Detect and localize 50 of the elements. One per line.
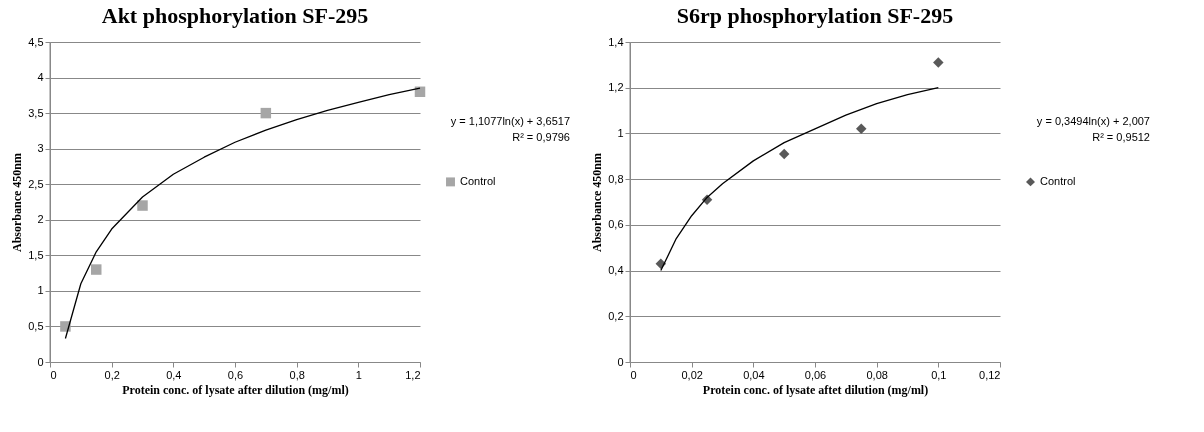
x-axis-title: Protein conc. of lysate aftet dilution (mg/ml) bbox=[702, 382, 929, 397]
y-tick-label: 2,5 bbox=[28, 177, 44, 190]
y-axis-title: Absorbance 450nm bbox=[590, 152, 605, 253]
x-tick-label: 0,8 bbox=[289, 368, 305, 381]
y-tick-label: 0,4 bbox=[608, 264, 624, 277]
x-tick-label: 0 bbox=[50, 368, 57, 381]
y-axis-title: Absorbance 450nm bbox=[10, 152, 25, 253]
text: R² = 0,9512 bbox=[1092, 131, 1150, 143]
x-tick-label: 0,1 bbox=[931, 368, 947, 381]
x-tick-label: 0,04 bbox=[743, 368, 765, 381]
point bbox=[137, 200, 148, 211]
x-tick-label: 1,2 bbox=[405, 368, 421, 381]
x-tick-label: 0,2 bbox=[104, 368, 120, 381]
legend-label: Control bbox=[460, 174, 496, 187]
y-tick-label: 0 bbox=[617, 355, 624, 368]
x-tick-label: 0 bbox=[630, 368, 637, 381]
y-tick-label: 0,6 bbox=[608, 218, 624, 231]
y-tick-label: 1,4 bbox=[608, 35, 624, 48]
x-tick-label: 1 bbox=[355, 368, 362, 381]
y-tick-label: 4 bbox=[37, 71, 44, 84]
text: y = 0,3494ln(x) + 2,007 bbox=[1036, 115, 1150, 127]
y-tick-label: 1,5 bbox=[28, 248, 44, 261]
x-axis-title: Protein conc. of lysate after dilution (mg/ml) bbox=[122, 382, 349, 397]
y-tick-label: 0 bbox=[37, 355, 44, 368]
y-tick-label: 1 bbox=[37, 284, 44, 297]
y-tick-label: 4,5 bbox=[28, 35, 44, 48]
point bbox=[933, 57, 944, 68]
y-tick-label: 3,5 bbox=[28, 106, 44, 119]
x-tick-label: 0,08 bbox=[866, 368, 888, 381]
y-tick-label: 3 bbox=[37, 142, 44, 155]
y-tick-label: 1,2 bbox=[608, 81, 624, 94]
x-tick-label: 0,06 bbox=[804, 368, 827, 381]
point bbox=[260, 107, 272, 119]
x-tick-label: 0,4 bbox=[166, 368, 182, 381]
y-tick-label: 0,2 bbox=[608, 309, 624, 322]
text: y = 1,1077ln(x) + 3,6517 bbox=[450, 115, 570, 127]
point bbox=[778, 148, 790, 160]
text: R² = 0,9796 bbox=[512, 131, 570, 143]
point bbox=[856, 123, 867, 135]
x-tick-label: 0,12 bbox=[979, 368, 1001, 381]
x-tick-label: 0,02 bbox=[681, 368, 703, 381]
legend-label: Control bbox=[1040, 174, 1076, 187]
point bbox=[91, 264, 102, 275]
x-tick-label: 0,6 bbox=[227, 368, 244, 381]
y-tick-label: 0,5 bbox=[28, 319, 44, 332]
y-tick-label: 0,8 bbox=[608, 172, 624, 185]
chart-title: S6rp phosphorylation SF-295 bbox=[676, 3, 954, 28]
y-tick-label: 1 bbox=[617, 126, 624, 139]
chart-title: Akt phosphorylation SF-295 bbox=[101, 3, 369, 28]
y-tick-label: 2 bbox=[37, 213, 44, 226]
